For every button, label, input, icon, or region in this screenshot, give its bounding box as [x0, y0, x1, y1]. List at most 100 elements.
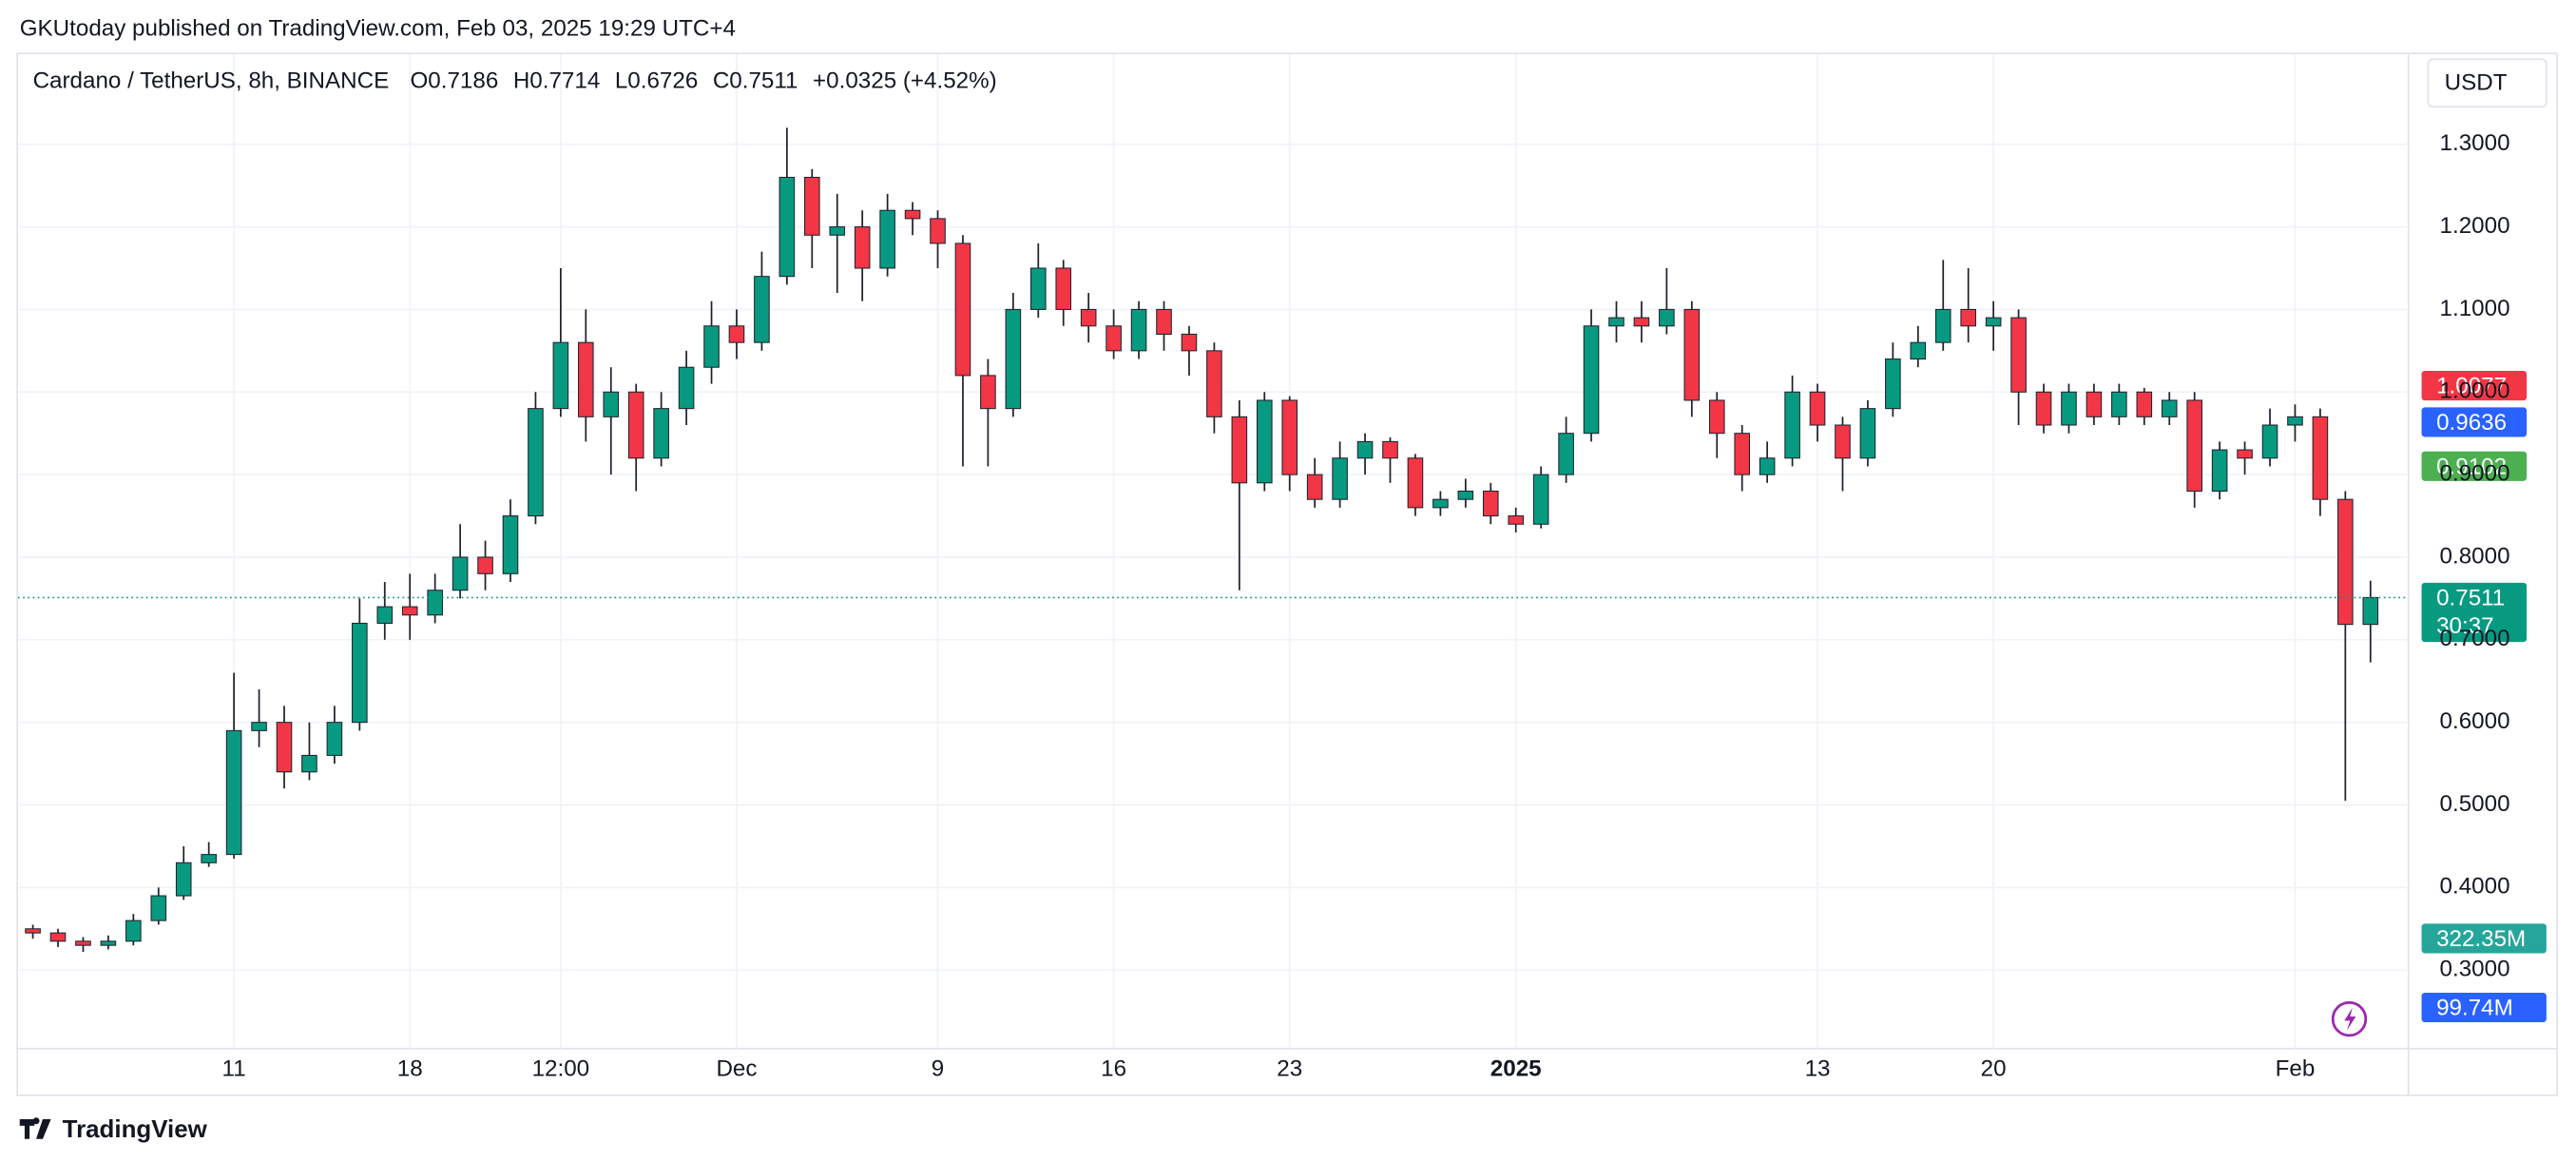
candle-body [552, 341, 569, 410]
candle-body [854, 226, 871, 269]
y-tick-label: 1.0000 [2440, 378, 2510, 404]
candle-body [1382, 440, 1398, 459]
currency-box[interactable] [2427, 58, 2547, 108]
y-tick-label: 0.7000 [2440, 626, 2510, 651]
x-tick-label: 23 [1277, 1056, 1302, 1082]
price-badge [2421, 371, 2528, 401]
candle-body [1934, 308, 1951, 343]
candle-body [502, 515, 519, 574]
candle-body [1508, 515, 1525, 525]
candle-body [1181, 333, 1198, 352]
candle-body [2136, 391, 2153, 417]
alert-circle[interactable] [2331, 1000, 2368, 1037]
candle-body [779, 176, 796, 278]
x-tick-label: Dec [716, 1056, 757, 1082]
alert-icon[interactable] [2331, 1000, 2368, 1037]
x-tick-label: 13 [1805, 1056, 1831, 1082]
x-tick-label: 2025 [1490, 1056, 1542, 1082]
candle-body [1055, 267, 1072, 310]
candle-body [1156, 308, 1172, 336]
candle-body [2111, 391, 2127, 417]
candle-body [452, 556, 469, 591]
candle-body [1659, 308, 1675, 327]
candle-body [2086, 391, 2103, 417]
legend-value: H0.7714 [513, 68, 600, 94]
candle-body [1633, 317, 1650, 327]
candle-body [2035, 391, 2052, 426]
x-tick-label: 9 [932, 1056, 944, 1082]
y-tick-label: 0.3000 [2440, 957, 2510, 982]
x-tick-label: Feb [2276, 1056, 2316, 1082]
candle-body [980, 375, 996, 410]
candle-body [1356, 440, 1374, 459]
chart-frame [16, 52, 2558, 1096]
candle-body [1332, 457, 1348, 500]
candle-body [1482, 490, 1499, 517]
candle-body [49, 932, 67, 942]
x-tick-label: 12:00 [532, 1056, 590, 1082]
candle-body [627, 391, 644, 459]
candle-body [125, 920, 142, 942]
currency[interactable]: USDT [2445, 70, 2508, 96]
candle-body [2261, 424, 2278, 459]
candle-body [251, 722, 267, 731]
y-tick-label: 1.3000 [2440, 130, 2510, 156]
publish-info: GKUtoday published on TradingView.com, F… [20, 16, 736, 42]
candle-body [2362, 596, 2379, 626]
alert-bolt[interactable] [2344, 1007, 2356, 1031]
candle-body [954, 242, 971, 377]
candle-body [326, 722, 343, 756]
candle-body [804, 176, 820, 236]
candle-body [1683, 308, 1701, 401]
candle-body [175, 862, 192, 897]
candle-body [578, 341, 594, 417]
candle-body [352, 622, 368, 724]
price-badge-label: 0.9636 [2436, 410, 2507, 436]
candle-body [2287, 416, 2303, 426]
symbol-title: Cardano / TetherUS, 8h, BINANCE [33, 68, 390, 94]
candle-body [2010, 317, 2027, 393]
candle-body [1734, 433, 1751, 475]
candle-body [703, 325, 720, 368]
candle-body [1608, 317, 1624, 327]
candle-body [1910, 341, 1927, 360]
y-tick-label: 1.1000 [2440, 296, 2510, 321]
candle-body [2186, 399, 2202, 493]
x-tick-label: 11 [222, 1056, 246, 1082]
y-tick-label: 0.4000 [2440, 874, 2510, 900]
candle-body [1759, 457, 1776, 475]
candle-body [678, 366, 695, 410]
candle-body [2161, 399, 2178, 417]
candle-body [603, 391, 620, 417]
tradingview-logo: TradingView [19, 1116, 208, 1143]
candle-body [1407, 457, 1424, 509]
price-badge-label: 0.9102 [2436, 454, 2507, 479]
candle-body [2211, 449, 2228, 493]
candle-body [401, 606, 418, 616]
countdown-label: 30:37 [2436, 613, 2494, 639]
last-price-label: 0.7511 [2436, 586, 2505, 611]
candle-body [1030, 267, 1047, 310]
grid [18, 54, 2407, 1049]
volume-badge [2421, 992, 2547, 1023]
y-tick-label: 0.5000 [2440, 791, 2510, 817]
candle-body [376, 606, 394, 624]
candle-body [1708, 399, 1725, 435]
x-tick-label: 16 [1101, 1056, 1126, 1082]
candle-body [225, 729, 242, 856]
candle-body [1105, 325, 1122, 352]
candle-body [301, 754, 317, 773]
candle-body [201, 854, 217, 863]
y-tick-label: 1.2000 [2440, 213, 2510, 239]
candle-body [427, 590, 443, 616]
candle-body [1080, 308, 1097, 327]
candles [25, 127, 2379, 953]
candle-body [1784, 391, 1800, 459]
candle-body [2237, 449, 2253, 459]
candle-body [1281, 399, 1298, 475]
candle-body [653, 408, 669, 459]
candle-body [1306, 474, 1323, 500]
